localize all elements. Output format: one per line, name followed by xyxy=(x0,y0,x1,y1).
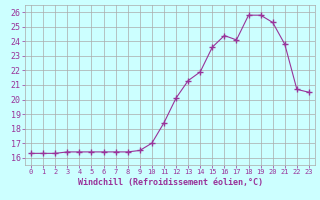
X-axis label: Windchill (Refroidissement éolien,°C): Windchill (Refroidissement éolien,°C) xyxy=(77,178,262,187)
